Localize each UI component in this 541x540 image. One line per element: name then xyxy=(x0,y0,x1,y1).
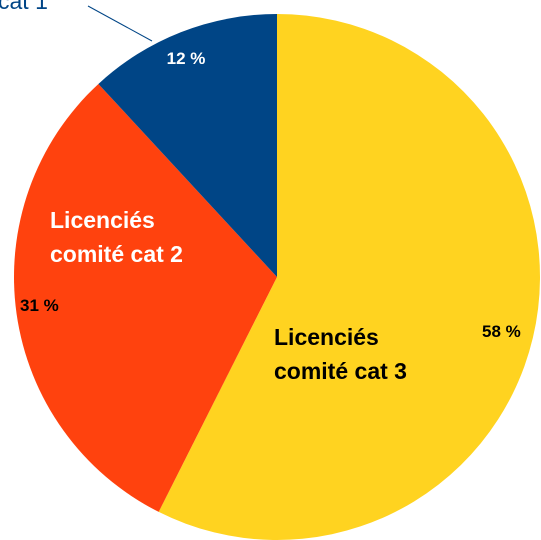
pie-category-label-1: Licenciés comité cat 3 xyxy=(274,324,407,384)
pie-value-label-3: 12 % xyxy=(167,49,206,68)
leader-lines xyxy=(87,5,153,42)
leader-line-3 xyxy=(87,5,153,42)
pie-category-label-2: Licenciés comité cat 2 xyxy=(50,207,183,267)
pie-slice-3 xyxy=(98,14,278,277)
pie-labels: 58 % Licenciés comité cat 3 31 % Licenciés co… xyxy=(0,0,521,384)
pie-slice-2 xyxy=(13,83,278,512)
pie-slices xyxy=(13,14,541,540)
pie-value-label-1: 58 % xyxy=(482,322,521,341)
pie-slice-1 xyxy=(158,14,541,540)
pie-category-label-3: cat 1 xyxy=(0,0,48,14)
pie-value-label-2: 31 % xyxy=(20,296,59,315)
